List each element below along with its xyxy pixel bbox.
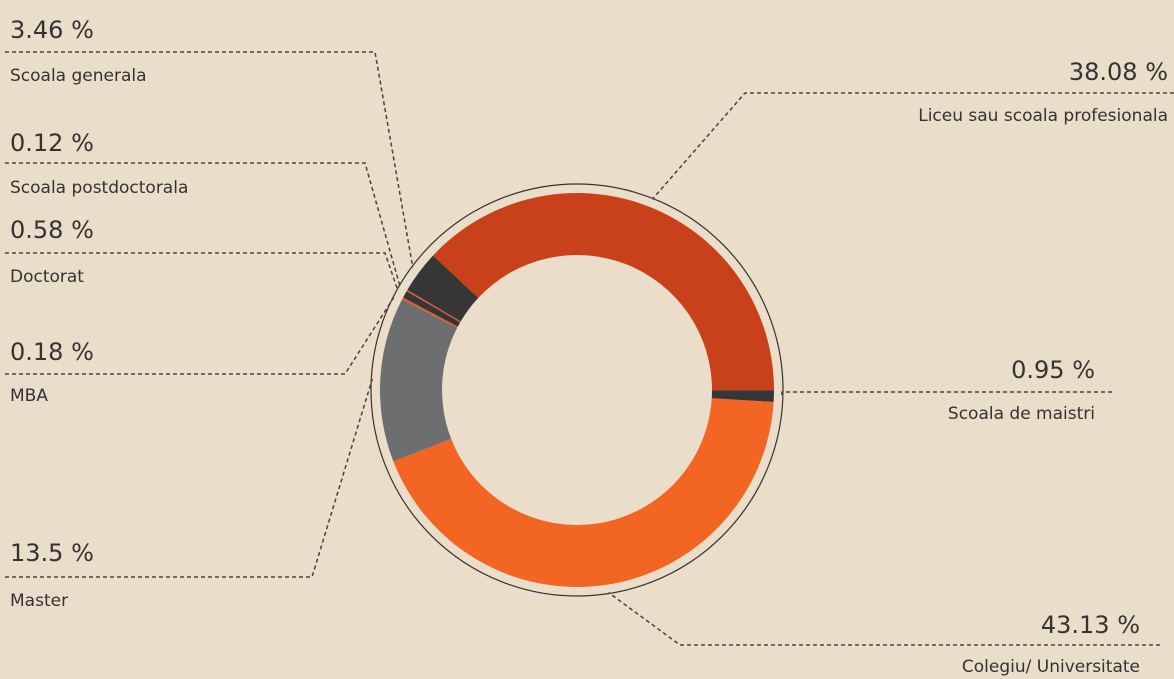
value-label: 0.95 % [1011,356,1095,384]
value-label: 0.58 % [10,216,94,244]
donut-segment [406,289,461,323]
donut-segment [393,398,774,587]
leader-line [5,378,374,578]
value-label: 0.12 % [10,129,94,157]
value-label: 3.46 % [10,16,94,44]
leader-line [781,391,1112,397]
donut-segment [402,297,458,328]
value-label: 0.18 % [10,338,94,366]
donut-segment [711,390,774,403]
category-label: Doctorat [10,267,84,287]
category-label: MBA [10,386,48,406]
leader-line [608,591,1160,646]
leader-line [5,252,399,291]
value-label: 38.08 % [1069,58,1168,86]
leader-line [5,162,401,287]
donut-segment [403,291,461,327]
donut-segment [407,255,479,322]
donut-segment [432,192,774,391]
leader-line [5,294,397,375]
category-label: Liceu sau scoala profesionala [918,106,1168,126]
category-label: Scoala de maistri [948,404,1095,424]
value-label: 13.5 % [10,539,94,567]
category-label: Colegiu/ Universitate [962,657,1140,677]
outer-ring [370,183,784,597]
category-label: Scoala postdoctorala [10,178,188,198]
donut-segment [380,299,458,462]
leader-line [651,92,1174,200]
value-label: 43.13 % [1041,611,1140,639]
category-label: Master [10,591,68,611]
category-label: Scoala generala [10,66,147,86]
